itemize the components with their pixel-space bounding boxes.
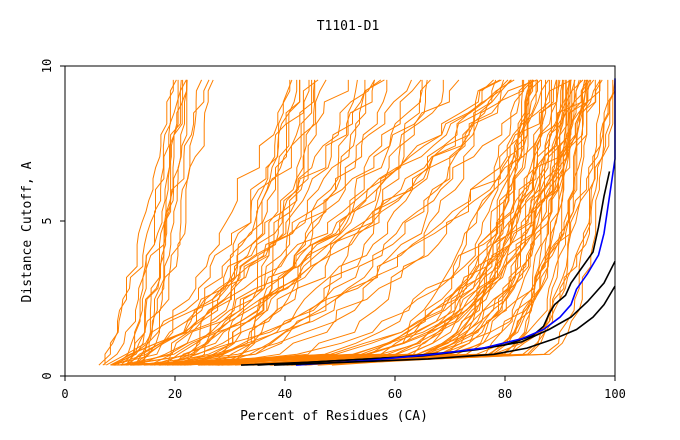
model-curve <box>105 79 460 366</box>
model-curve <box>131 79 291 366</box>
model-curve <box>119 79 385 366</box>
model-curve <box>331 79 570 366</box>
model-curves <box>98 79 616 366</box>
highlight-curve <box>273 285 616 366</box>
model-curve <box>137 79 203 366</box>
highlight-curve <box>295 78 616 366</box>
model-curve <box>282 79 609 366</box>
model-curve <box>269 79 549 366</box>
model-curve <box>227 79 616 366</box>
y-tick-label: 10 <box>40 59 54 73</box>
model-curve <box>111 79 412 366</box>
model-curve <box>120 79 184 366</box>
model-curve <box>116 79 188 366</box>
x-tick-label: 100 <box>604 387 626 401</box>
model-curve <box>143 79 188 366</box>
model-curve <box>137 79 366 366</box>
y-axis-label: Distance Cutoff, A <box>20 161 35 302</box>
model-curve <box>305 79 567 366</box>
model-curve <box>161 79 358 366</box>
x-tick-label: 20 <box>168 387 182 401</box>
model-curve <box>197 79 563 366</box>
x-tick-label: 0 <box>61 387 68 401</box>
model-curve <box>126 79 316 366</box>
model-curve <box>217 79 431 366</box>
model-curve <box>110 79 505 366</box>
model-curve <box>125 79 375 366</box>
model-curve <box>149 79 502 366</box>
y-axis-ticks: 0 5 10 <box>40 59 65 380</box>
model-curve <box>190 79 388 366</box>
highlight-curves <box>240 78 616 366</box>
model-curve <box>251 79 561 366</box>
chart-title: T1101-D1 <box>317 19 380 34</box>
model-curve <box>153 79 428 366</box>
model-curve <box>218 79 310 366</box>
model-curve <box>230 79 313 366</box>
x-tick-label: 60 <box>388 387 402 401</box>
x-axis-ticks: 0 20 40 60 80 100 <box>61 376 626 401</box>
model-curve <box>250 79 525 366</box>
model-curve <box>177 79 571 366</box>
model-curve <box>143 79 557 366</box>
model-curve <box>172 79 546 366</box>
model-curve <box>221 79 523 366</box>
y-tick-label: 5 <box>40 217 54 224</box>
model-curve <box>174 79 538 366</box>
x-tick-label: 80 <box>498 387 512 401</box>
model-curve <box>215 79 616 366</box>
x-axis-label: Percent of Residues (CA) <box>240 409 428 424</box>
model-curve <box>287 79 537 366</box>
model-curve <box>163 79 349 366</box>
y-tick-label: 0 <box>40 372 54 379</box>
model-curve <box>299 79 586 366</box>
model-curve <box>157 79 382 366</box>
model-curve <box>203 79 501 366</box>
model-curve <box>189 79 298 366</box>
model-curve <box>299 79 552 366</box>
model-curve <box>182 79 319 366</box>
model-curve <box>217 79 542 366</box>
model-curve <box>235 79 535 366</box>
model-curve <box>136 79 179 366</box>
model-curve <box>241 79 587 366</box>
model-curve <box>98 79 187 366</box>
x-tick-label: 40 <box>278 387 292 401</box>
model-curve <box>217 79 511 366</box>
model-curve <box>167 79 567 366</box>
model-curve <box>187 79 300 366</box>
highlight-curve <box>257 260 616 366</box>
model-curve <box>112 79 214 366</box>
model-curve <box>165 79 327 366</box>
model-curve <box>104 79 174 366</box>
model-curve <box>271 79 533 366</box>
model-curve <box>150 79 572 366</box>
model-curve <box>271 79 571 366</box>
model-curve <box>138 79 559 366</box>
model-curve <box>242 79 580 366</box>
model-curve <box>112 79 188 366</box>
model-curve <box>186 79 301 366</box>
model-curve <box>102 79 210 366</box>
model-curve <box>286 79 572 366</box>
